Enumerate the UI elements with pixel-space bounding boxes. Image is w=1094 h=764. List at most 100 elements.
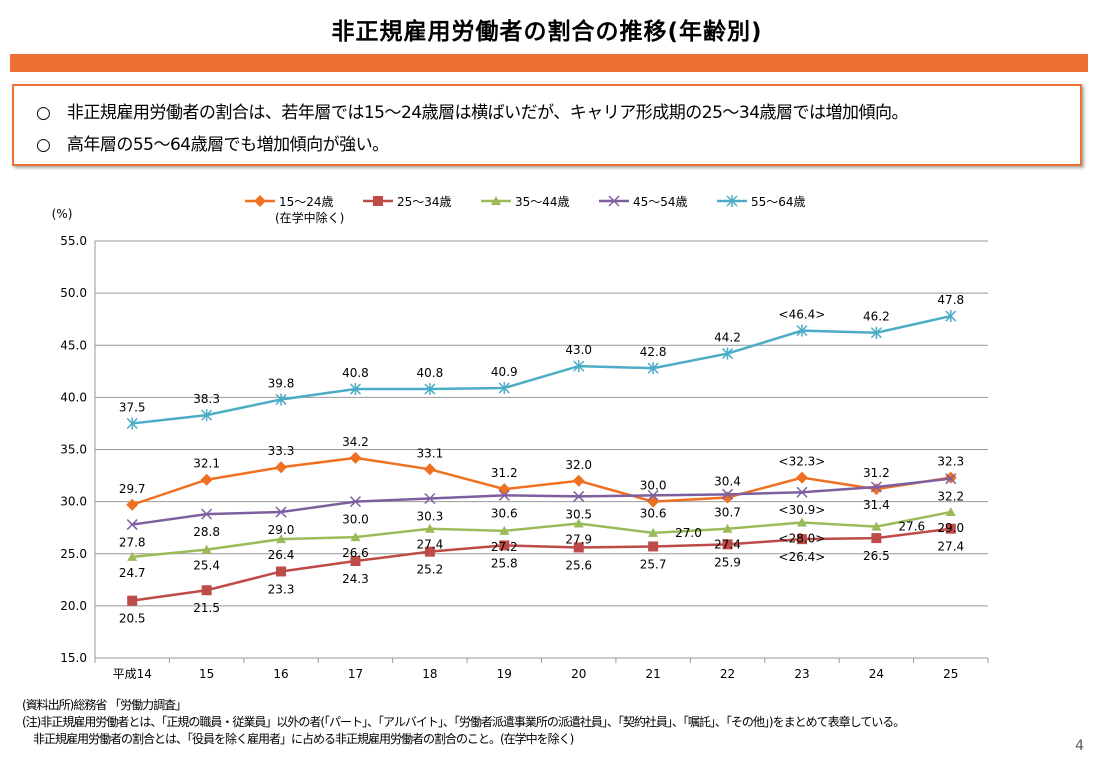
data-point	[349, 451, 362, 464]
data-point	[499, 540, 510, 551]
data-point	[648, 527, 659, 537]
data-point	[491, 196, 501, 205]
data-label: 25.7	[640, 557, 667, 571]
x-tick-label: 21	[645, 667, 660, 681]
data-point	[870, 483, 883, 496]
line-chart: 15.0 20.0 25.0 30.0 35.0 40.0 45.0 50.0 55.0 (%) 平…	[52, 195, 989, 681]
definition-note: (注)非正規雇用労働者とは、「正規の職員・従業員」以外の者(「パート」、「アルバ…	[22, 715, 905, 729]
data-label: 31.2	[863, 466, 890, 480]
data-point	[572, 474, 585, 487]
y-tick-label: 40.0	[60, 390, 87, 404]
data-label: 30.6	[640, 506, 667, 520]
data-label: 30.7	[714, 505, 741, 519]
data-point	[871, 533, 882, 544]
data-label: 25.4	[193, 559, 220, 573]
data-label: 27.6	[898, 520, 925, 534]
data-label: <32.3>	[779, 455, 826, 469]
data-point	[126, 498, 139, 511]
data-point	[350, 532, 361, 542]
data-point	[275, 461, 288, 474]
data-point	[423, 463, 436, 476]
data-point	[126, 417, 138, 430]
x-tick-label: 20	[571, 667, 586, 681]
x-tick-label: 18	[422, 667, 437, 681]
data-point	[126, 519, 138, 531]
data-label: 33.3	[268, 444, 295, 458]
data-label: 30.6	[491, 506, 518, 520]
data-label: 30.0	[342, 513, 369, 527]
data-point	[201, 544, 212, 554]
data-label: 43.0	[565, 343, 592, 357]
x-tick-label: 24	[869, 667, 884, 681]
data-point	[498, 483, 511, 496]
data-point	[796, 486, 808, 498]
data-point	[945, 507, 956, 517]
data-point	[573, 360, 585, 373]
data-point	[498, 489, 510, 501]
data-label: 25.8	[491, 556, 518, 570]
y-tick-label: 55.0	[60, 234, 87, 248]
data-point	[870, 326, 882, 339]
data-point	[254, 195, 266, 207]
data-label: 38.3	[193, 392, 220, 406]
data-label: 33.1	[417, 446, 444, 460]
data-label: 26.6	[342, 546, 369, 560]
data-label: 32.2	[937, 490, 964, 504]
data-point	[647, 362, 659, 375]
data-label: 34.2	[342, 435, 369, 449]
data-label: 27.9	[565, 533, 592, 547]
x-tick-label: 25	[943, 667, 958, 681]
x-tick-label: 15	[199, 667, 214, 681]
data-point	[722, 523, 733, 533]
data-point	[573, 542, 584, 553]
data-point	[200, 473, 213, 486]
page-title: 非正規雇用労働者の割合の推移(年齢別)	[331, 19, 763, 45]
x-tick-label: 17	[348, 667, 363, 681]
notes: (資料出所)総務省 「労働力調査」 (注)非正規雇用労働者とは、「正規の職員・従…	[22, 697, 1057, 748]
data-label: 29.7	[119, 482, 146, 496]
data-label: 25.6	[565, 558, 592, 572]
legend-sublabel: (在学中除く)	[275, 210, 344, 225]
data-label: 40.8	[417, 366, 444, 380]
data-point	[201, 508, 213, 520]
source-note: (資料出所)総務省 「労働力調査」	[22, 698, 187, 712]
data-label: 30.5	[565, 507, 592, 521]
x-tick-label: 22	[720, 667, 735, 681]
data-point	[498, 381, 510, 394]
data-point	[424, 523, 435, 533]
data-label: 42.8	[640, 345, 667, 359]
data-point	[127, 595, 138, 606]
data-label: 31.4	[863, 498, 890, 512]
data-point	[275, 393, 287, 406]
definition-note-2: 非正規雇用労働者の割合とは、「役員を除く雇用者」に占める非正規雇用労働者の割合の…	[22, 732, 574, 746]
data-point	[945, 523, 956, 534]
y-tick-label: 25.0	[60, 547, 87, 561]
data-label: 30.4	[714, 474, 741, 488]
series-line	[132, 510, 952, 559]
data-label: 31.2	[491, 466, 518, 480]
data-label: 26.4	[268, 548, 295, 562]
legend-label: 15～24歳	[279, 195, 334, 209]
data-point	[349, 496, 361, 508]
data-label: <30.9>	[779, 503, 826, 517]
data-label: 27.4	[714, 538, 741, 552]
data-point	[796, 534, 807, 545]
data-label: 32.3	[937, 455, 964, 469]
series-line	[132, 477, 951, 526]
title-accent-bar	[10, 54, 1088, 72]
data-point	[499, 525, 510, 535]
data-label: 30.0	[640, 479, 667, 493]
summary-line: ○ 非正規雇用労働者の割合は、若年層では15～24歳層は横ばいだが、キャリア形成…	[36, 103, 909, 123]
data-label: 25.2	[417, 563, 444, 577]
data-label: 32.1	[193, 457, 220, 471]
y-tick-label: 45.0	[60, 338, 87, 352]
data-point	[201, 409, 213, 422]
data-point	[726, 195, 738, 207]
series-line	[132, 527, 951, 602]
legend-label: 55～64歳	[751, 195, 806, 209]
data-point	[373, 196, 383, 206]
y-tick-label: 20.0	[60, 599, 87, 613]
data-label: 25.9	[714, 555, 741, 569]
data-point	[424, 492, 436, 505]
data-label: 24.7	[119, 566, 146, 580]
